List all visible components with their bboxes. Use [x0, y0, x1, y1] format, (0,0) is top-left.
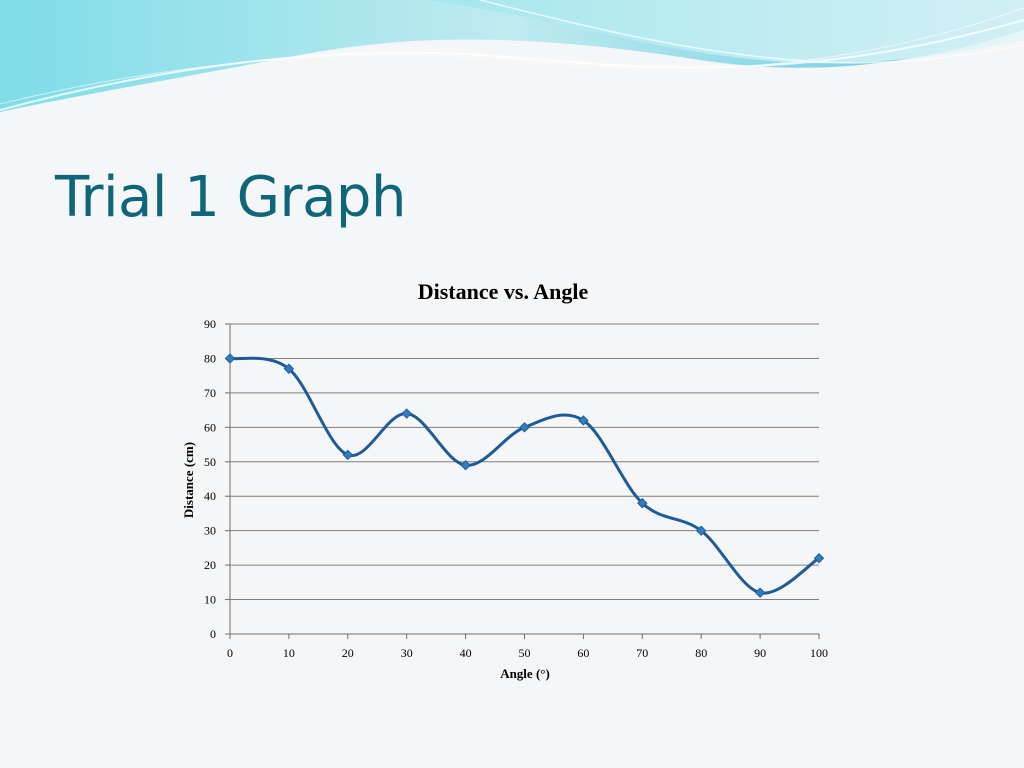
x-tick-label-60: 60	[577, 646, 589, 660]
data-point-90	[754, 587, 766, 598]
data-markers	[224, 353, 825, 598]
y-tick-labels: 0 10 20 30 40 50 60 70 80 90	[204, 317, 216, 641]
y-tick-label-20: 20	[204, 558, 216, 572]
y-tick-label-0: 0	[210, 627, 216, 641]
series-line	[229, 356, 820, 595]
data-point-0	[224, 353, 236, 364]
data-point-40	[460, 460, 471, 471]
x-axis-label: Angle (°)	[500, 666, 550, 681]
data-point-20	[342, 449, 354, 461]
y-tick-label-60: 60	[204, 420, 216, 434]
data-point-100	[813, 553, 825, 564]
axes	[225, 323, 820, 639]
x-tick-label-30: 30	[401, 646, 413, 660]
series-distance	[229, 356, 820, 595]
x-tick-label-80: 80	[695, 646, 707, 660]
slide-title: Trial 1 Graph	[55, 165, 406, 230]
y-tick-label-10: 10	[204, 593, 216, 607]
x-tick-labels: 0 10 20 30 40 50 60 70 80 90 100	[227, 646, 828, 660]
y-axis-label: Distance (cm)	[181, 442, 196, 518]
chart-title: Distance vs. Angle	[418, 279, 589, 304]
x-tick-label-50: 50	[519, 646, 531, 660]
grid-lines	[230, 323, 819, 601]
y-tick-label-80: 80	[204, 351, 216, 365]
x-tick-label-90: 90	[754, 646, 766, 660]
y-tick-label-30: 30	[204, 524, 216, 538]
y-tick-label-90: 90	[204, 317, 216, 331]
data-point-10	[283, 363, 295, 374]
data-point-80	[695, 525, 707, 536]
y-tick-label-50: 50	[204, 455, 216, 469]
data-point-70	[637, 497, 648, 509]
y-tick-label-70: 70	[204, 386, 216, 400]
header-wave-decoration	[0, 0, 1024, 112]
y-tick-label-40: 40	[204, 489, 216, 503]
x-tick-label-10: 10	[283, 646, 295, 660]
data-point-30	[401, 408, 412, 419]
x-tick-label-0: 0	[227, 646, 233, 660]
x-tick-label-70: 70	[636, 646, 648, 660]
data-point-50	[519, 422, 530, 433]
x-tick-label-20: 20	[342, 646, 354, 660]
x-tick-label-100: 100	[810, 646, 828, 660]
data-point-60	[578, 415, 589, 426]
x-tick-label-40: 40	[460, 646, 472, 660]
